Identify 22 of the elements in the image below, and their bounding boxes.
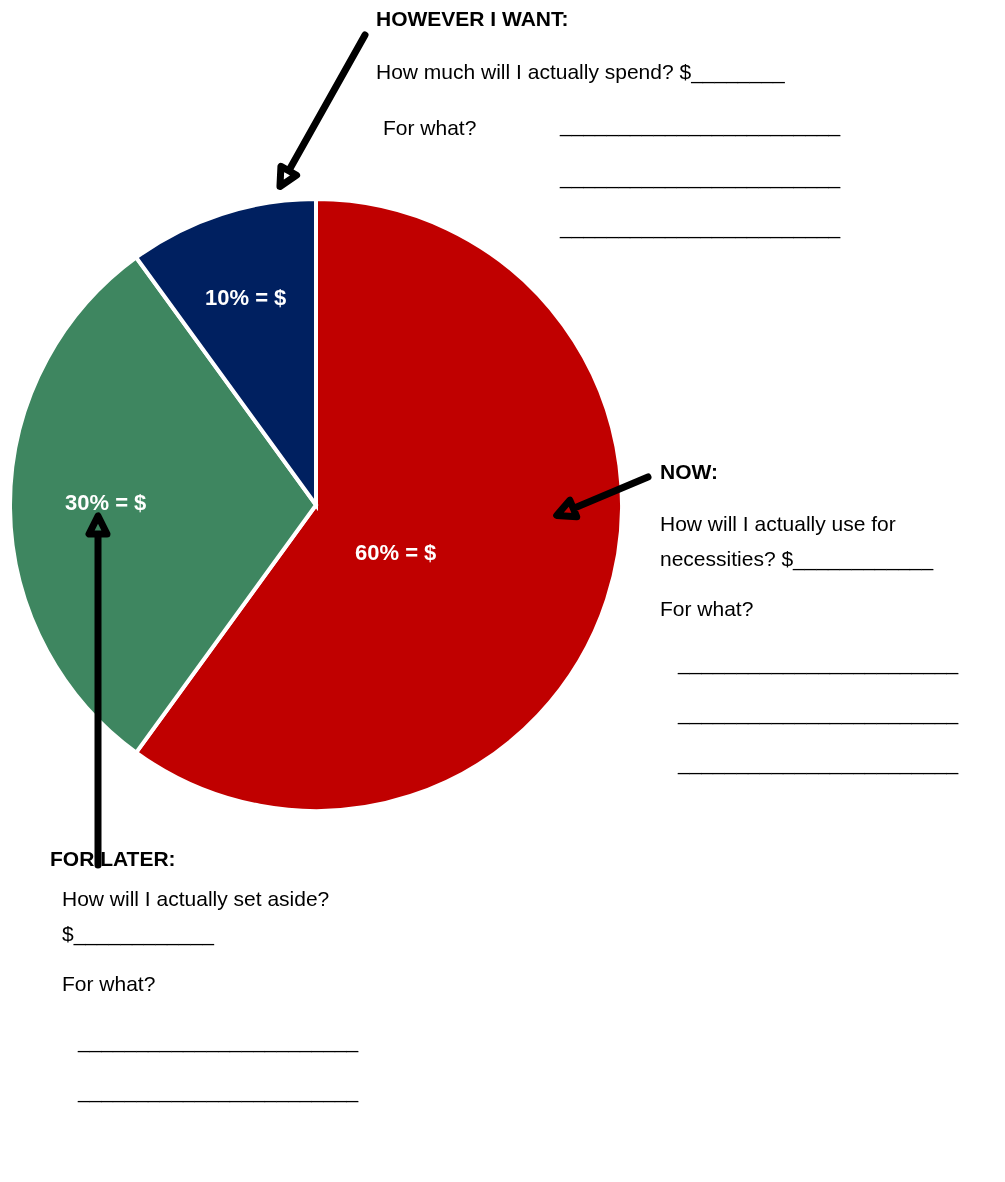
- text: How will I actually use for: [660, 512, 896, 535]
- text: How will I actually set aside?: [62, 887, 330, 910]
- text: FOR LATER:: [50, 847, 176, 870]
- text: NOW:: [660, 460, 718, 483]
- data-label: 10% = $: [205, 285, 287, 310]
- text: For what?: [62, 972, 156, 995]
- text: ________________________: [677, 751, 959, 775]
- text: $____________: [62, 922, 215, 946]
- text: ________________________: [77, 1079, 359, 1103]
- text: ________________________: [677, 651, 959, 675]
- text: ________________________: [559, 113, 841, 137]
- text: HOWEVER I WANT:: [376, 7, 569, 30]
- text: necessities? $____________: [660, 547, 934, 571]
- text: How much will I actually spend? $________: [376, 60, 785, 84]
- data-label: 60% = $: [355, 540, 437, 565]
- text: For what?: [660, 597, 754, 620]
- text: For what?: [383, 116, 477, 139]
- text: ________________________: [677, 701, 959, 725]
- text: ________________________: [559, 215, 841, 239]
- data-label: 30% = $: [65, 490, 147, 515]
- text: ________________________: [77, 1029, 359, 1053]
- text: ________________________: [559, 165, 841, 189]
